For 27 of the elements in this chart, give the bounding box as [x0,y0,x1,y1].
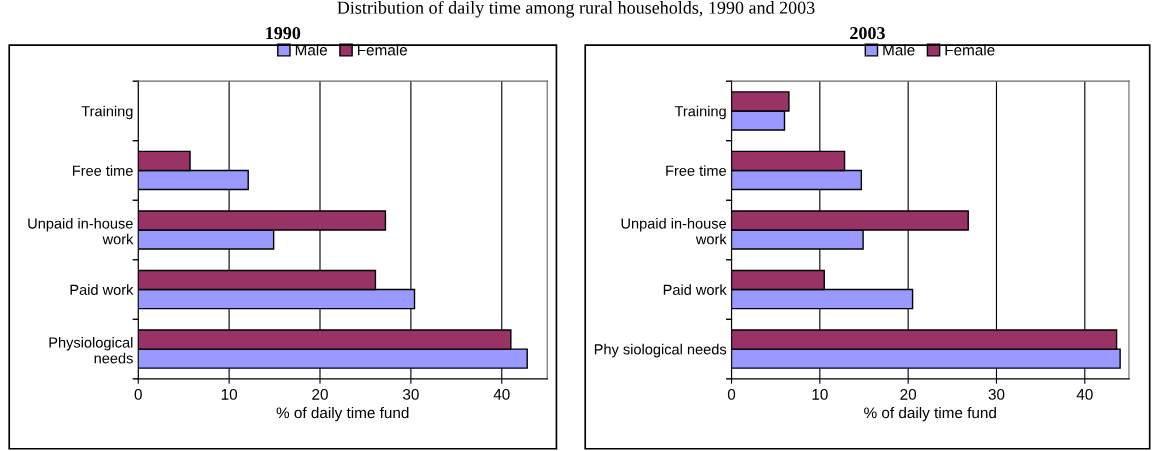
chart-title: 1990 [266,26,301,40]
x-tick-label: 0 [727,388,736,400]
y-tick-label: Physiological needs [49,336,133,364]
y-tick-label: Paid work [663,284,727,295]
x-tick-label: 30 [402,388,419,400]
legend-label: Female [357,44,407,56]
x-tick-label: 20 [900,388,917,400]
text: Distribution of daily time among rural households, 1990 and 2003 [337,0,815,18]
legend-label: Male [295,44,328,56]
y-tick-label: Training [674,105,726,120]
x-tick-label: 40 [1076,388,1093,400]
y-tick-label: Training [81,105,133,120]
x-tick-label: 30 [988,388,1005,400]
x-tick-label: 40 [493,388,510,400]
y-tick-label: Unpaid in-house work [621,217,727,245]
x-axis-title: % of daily time fund [864,406,996,422]
y-tick-label: Unpaid in-house work [28,217,134,245]
chart-title: 2003 [850,26,885,40]
x-axis-title: % of daily time fund [276,406,409,422]
y-tick-label: Phy siological needs [594,343,727,358]
y-tick-label: Paid work [70,284,134,295]
y-tick-label: Free time [72,165,133,176]
x-tick-label: 20 [312,388,328,400]
x-tick-label: 0 [134,388,142,400]
y-tick-label: Free time [666,165,727,176]
x-tick-label: 10 [812,388,828,400]
x-tick-label: 10 [221,388,238,400]
